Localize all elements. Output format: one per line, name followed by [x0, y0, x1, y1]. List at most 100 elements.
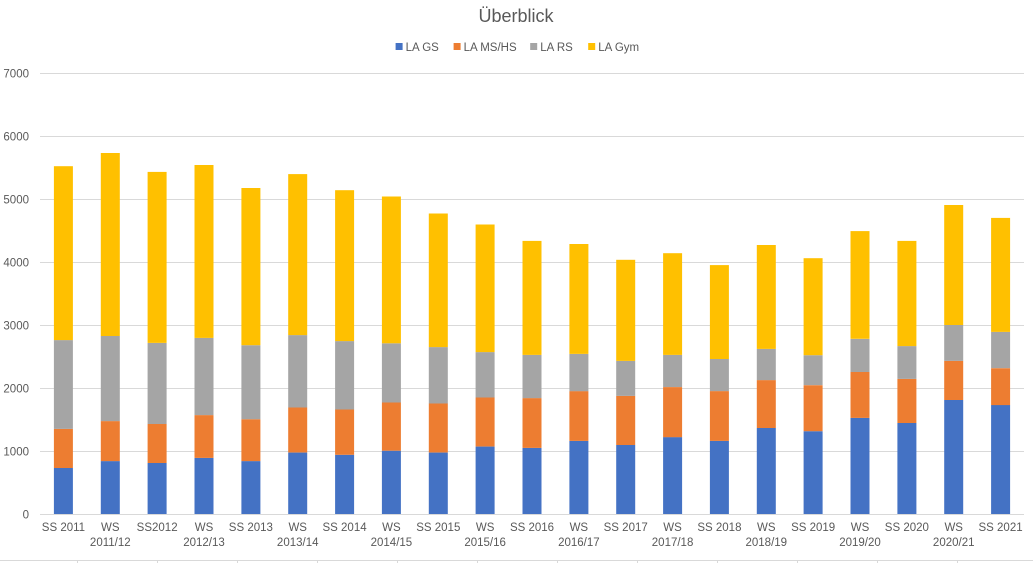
bar-segment	[522, 398, 542, 448]
x-tick-label: SS 2020	[885, 522, 929, 534]
bar-segment	[756, 428, 776, 514]
x-tick-label: WS 2017/18	[652, 522, 694, 549]
bar-segment	[616, 445, 636, 514]
bar-segment	[147, 423, 167, 463]
legend-item: LA RS	[530, 42, 573, 54]
bar-segment	[850, 231, 870, 339]
bar-segment	[709, 265, 729, 359]
x-tick-label: WS 2019/20	[839, 522, 881, 549]
y-tick-label: 6000	[3, 132, 29, 144]
bar-segment	[381, 196, 401, 344]
x-tick-label: SS 2015	[416, 522, 460, 534]
bar-segment	[288, 407, 308, 453]
bar-segment	[194, 337, 214, 416]
bar-segment	[53, 468, 73, 514]
legend-label: LA Gym	[598, 42, 639, 54]
bar-segment	[381, 343, 401, 403]
bar-segment	[991, 405, 1011, 514]
legend: LA GS LA MS/HS LA RS LA Gym	[395, 42, 639, 54]
bar-segment	[663, 437, 683, 514]
bar-segment	[241, 188, 261, 346]
bar-segment	[709, 391, 729, 441]
bar-segment	[100, 461, 120, 514]
bar-segment	[147, 343, 167, 424]
bar-segment	[475, 446, 495, 514]
bar-segment	[616, 395, 636, 445]
x-tick-label: WS 2013/14	[277, 522, 319, 549]
y-tick-label: 7000	[3, 69, 29, 81]
bar-segment	[428, 403, 448, 453]
x-tick-label: WS 2015/16	[464, 522, 506, 549]
bar-segment	[850, 371, 870, 418]
bar-segment	[803, 385, 823, 432]
bar-segment	[53, 428, 73, 468]
y-axis-ticks: 0 1000 2000 3000 4000 5000 6000 7000	[3, 69, 29, 522]
x-tick-label: WS 2020/21	[933, 522, 975, 549]
x-tick-label: WS 2011/12	[90, 522, 131, 549]
bar-segment	[569, 440, 589, 514]
bar-segment	[194, 415, 214, 458]
bar-segment	[897, 346, 917, 379]
bar-segment	[663, 354, 683, 387]
x-tick-label: SS2012	[137, 522, 178, 534]
bar-segment	[756, 245, 776, 349]
bar-segment	[428, 213, 448, 348]
legend-swatch	[588, 43, 596, 50]
bar-segment	[381, 450, 401, 514]
bar-segment	[335, 190, 355, 342]
legend-label: LA GS	[406, 42, 440, 54]
bar-segment	[944, 325, 964, 361]
legend-item: LA GS	[395, 42, 440, 54]
bar-segment	[803, 431, 823, 514]
bar-segment	[241, 345, 261, 420]
bar-segment	[616, 360, 636, 396]
y-tick-label: 0	[23, 510, 29, 522]
x-tick-label: WS 2014/15	[371, 522, 413, 549]
bar-segment	[522, 240, 542, 355]
bar-segment	[288, 174, 308, 336]
bar-segment	[944, 205, 964, 325]
x-tick-label: SS 2011	[42, 522, 85, 534]
bar-segment	[335, 341, 355, 410]
x-tick-label: SS 2016	[510, 522, 554, 534]
bar-segment	[475, 224, 495, 353]
bar-segment	[100, 336, 120, 422]
legend-swatch	[453, 43, 461, 50]
legend-swatch	[530, 43, 538, 50]
bar-segment	[569, 244, 589, 354]
bar-segment	[756, 348, 776, 381]
bar-segment	[288, 452, 308, 514]
chart-title: Überblick	[478, 6, 554, 26]
legend-label: LA RS	[540, 42, 573, 54]
legend-swatch	[395, 43, 403, 50]
bar-segment	[335, 409, 355, 455]
bar-segment	[756, 380, 776, 428]
legend-label: LA MS/HS	[464, 42, 517, 54]
bars	[53, 153, 1011, 514]
bar-segment	[428, 347, 448, 404]
bar-segment	[335, 454, 355, 514]
bar-segment	[194, 165, 214, 338]
bar-segment	[709, 359, 729, 392]
bar-segment	[428, 452, 448, 514]
bar-segment	[475, 352, 495, 398]
bar-segment	[522, 354, 542, 399]
bar-segment	[897, 378, 917, 423]
bar-segment	[616, 259, 636, 361]
y-tick-label: 3000	[3, 321, 29, 333]
x-tick-label: SS 2014	[323, 522, 368, 534]
bar-segment	[944, 360, 964, 400]
x-tick-label: SS 2013	[229, 522, 273, 534]
y-tick-label: 1000	[3, 447, 29, 459]
bar-segment	[663, 387, 683, 438]
bar-segment	[663, 253, 683, 355]
x-tick-label: SS 2021	[979, 522, 1023, 534]
x-tick-label: SS 2019	[791, 522, 835, 534]
legend-item: LA MS/HS	[453, 42, 517, 54]
bar-segment	[475, 397, 495, 447]
x-tick-label: WS 2018/19	[745, 522, 787, 549]
x-axis-ticks: SS 2011 WS 2011/12 SS2012 WS 2012/13 SS 2013 WS…	[42, 522, 1023, 549]
bar-segment	[850, 417, 870, 514]
bar-segment	[241, 461, 261, 514]
